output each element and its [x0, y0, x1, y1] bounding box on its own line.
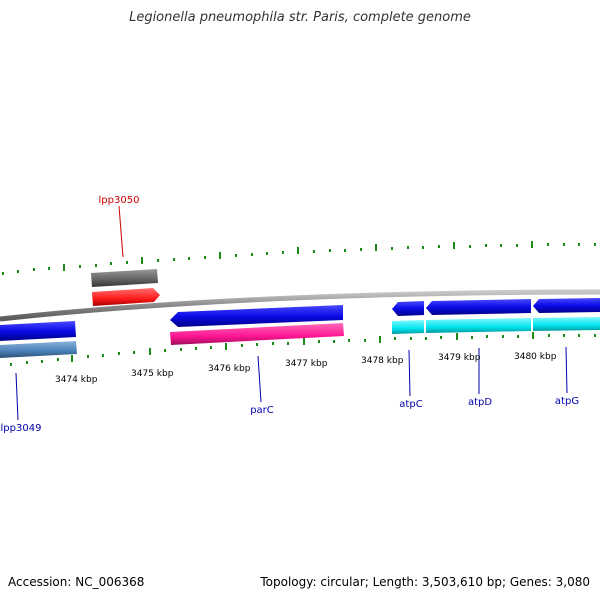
leader-lpp3049: [15, 372, 19, 421]
gene-lpp3049-track[interactable]: [0, 321, 77, 358]
gene-label-atpG[interactable]: atpG: [555, 396, 579, 407]
leader-atpC: [408, 349, 411, 397]
gene-label-atpD[interactable]: atpD: [468, 397, 492, 408]
gene-label-lpp3049[interactable]: lpp3049: [1, 423, 42, 434]
tick-label-3475: 3475 kbp: [131, 369, 174, 379]
inner-tick-ring: [10, 332, 596, 366]
tick-label-3477: 3477 kbp: [285, 359, 328, 369]
tick-label-3479: 3479 kbp: [438, 353, 481, 363]
map-title: Legionella pneumophila str. Paris, compl…: [129, 10, 471, 25]
genome-backbone: [0, 289, 600, 322]
tick-label-3476: 3476 kbp: [208, 364, 251, 374]
tick-label-3474: 3474 kbp: [55, 375, 98, 385]
gene-atp-operon-track[interactable]: [392, 298, 600, 334]
gene-label-lpp3050[interactable]: lpp3050: [99, 195, 140, 206]
leader-parC: [257, 355, 262, 403]
genome-summary-text: Topology: circular; Length: 3,503,610 bp…: [260, 575, 590, 589]
leader-atpG: [565, 346, 568, 394]
tick-label-3480: 3480 kbp: [514, 352, 557, 362]
gene-label-parC[interactable]: parC: [250, 405, 274, 416]
outer-tick-ring: [2, 241, 596, 275]
gene-lpp3050-track[interactable]: [91, 269, 160, 306]
leader-lpp3050: [118, 205, 124, 258]
tick-label-3478: 3478 kbp: [361, 356, 404, 366]
gene-label-atpC[interactable]: atpC: [399, 399, 422, 410]
accession-text: Accession: NC_006368: [8, 575, 145, 589]
gene-parC-track[interactable]: [170, 305, 344, 345]
